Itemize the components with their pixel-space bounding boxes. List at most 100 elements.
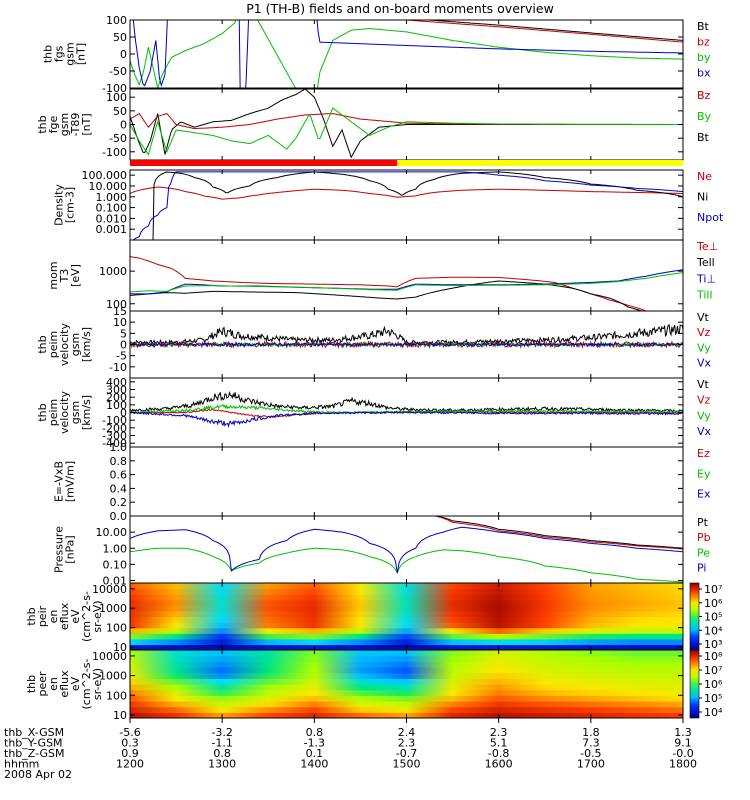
y-tick-label: -100: [102, 414, 127, 427]
colorbar-tick-label: 10⁵: [704, 692, 722, 705]
axis-row-label: 2008 Apr 02: [4, 768, 72, 781]
colorbar: [689, 649, 700, 719]
legend-Vz: Vz: [697, 326, 711, 339]
y-tick-label: 0.10: [103, 558, 128, 571]
panel-pressure: Pt Pb Pe Pi 10.00 1.00 0.10 0.01 Pressure[nPa]: [53, 515, 711, 588]
spectrogram-band: [130, 667, 683, 674]
y-tick-label: -5: [116, 350, 127, 363]
y-tick-label: 300: [106, 384, 127, 397]
y-axis-label: thb: [36, 335, 49, 353]
axis-row-label: thb_Y-GSM: [4, 737, 63, 750]
y-tick-label: -50: [109, 65, 127, 78]
spectrogram-band: [130, 627, 683, 634]
y-tick-label: -100: [102, 82, 127, 95]
spectrogram-band: [130, 661, 683, 668]
series-Npot: [132, 171, 683, 240]
y-axis-label: peim: [47, 331, 60, 359]
y-tick-label: 10000: [92, 650, 127, 663]
axis-row-value: -1.3: [304, 737, 325, 750]
colorbar-tick-label: 10⁷: [704, 583, 722, 596]
legend-Vx: Vx: [697, 425, 712, 438]
legend-Npot: Npot: [697, 211, 724, 224]
series-Bz: [130, 112, 683, 130]
y-tick-label: 100: [106, 622, 127, 635]
y-tick-label: 1000: [99, 602, 127, 615]
legend-Ni: Ni: [697, 191, 708, 204]
y-tick-label: 0: [120, 339, 127, 352]
legend-Till: Till: [696, 288, 713, 301]
y-axis-label: peir: [36, 605, 49, 627]
panel-density: Ne Ni Npot 100.00010.0001.0000.1000.0100.00…: [53, 169, 724, 241]
colorbar-tick-label: 10⁶: [704, 678, 723, 691]
series-Vx: [130, 411, 683, 429]
legend-Tell: Tell: [696, 256, 715, 269]
y-axis-label: [nT]: [80, 113, 93, 135]
state-bar-segment: [397, 160, 683, 166]
y-tick-label: 100: [106, 14, 127, 27]
y-tick-label: 0.010: [96, 212, 128, 225]
y-axis-label: sr-eV): [91, 668, 104, 700]
y-tick-label: 1000: [99, 670, 127, 683]
y-axis-label: velocity: [58, 391, 71, 434]
y-axis-label: (cm^2-s-: [80, 659, 93, 710]
legend-Ti⊥: Ti⊥: [696, 272, 716, 285]
axis-row-label: thb_Z-GSM: [4, 747, 64, 760]
legend-by: by: [697, 51, 711, 64]
y-axis-label: thb: [25, 675, 38, 693]
state-bar-segment: [130, 160, 398, 166]
axis-row-value: 0.3: [121, 737, 139, 750]
y-tick-label: 0.01: [103, 575, 128, 588]
series-bx: [132, 20, 683, 88]
y-tick-label: 5: [120, 327, 127, 340]
y-tick-label: 50: [113, 31, 127, 44]
spectrogram-band: [130, 605, 683, 612]
axis-row-value: -5.6: [119, 726, 140, 739]
legend-Vt: Vt: [697, 311, 710, 324]
x-tick-label: 1200: [116, 758, 144, 771]
y-axis-label: fge: [47, 115, 60, 133]
panel-frame: [129, 169, 684, 241]
y-tick-label: 10: [113, 709, 127, 722]
y-tick-label: 0.0: [110, 510, 128, 523]
series-Ni: [152, 171, 683, 240]
legend-Vy: Vy: [697, 409, 711, 422]
legend-Te⊥: Te⊥: [696, 240, 718, 253]
spectrogram-band: [130, 610, 683, 618]
y-tick-label: 0.4: [110, 482, 128, 495]
y-tick-label: 1.0: [110, 441, 128, 454]
y-tick-label: 15: [113, 305, 127, 318]
panels-layer: Btbzbybx100500-50-100thbfgsgsm[nT]BzByBt…: [25, 14, 724, 722]
y-axis-label: thb: [36, 403, 49, 421]
y-axis-label: gsm: [64, 42, 77, 65]
y-tick-label: 200: [106, 391, 127, 404]
spectrogram: [130, 650, 683, 718]
series-Vt: [130, 324, 683, 346]
colorbar-tick-label: 10³: [704, 638, 722, 651]
y-axis-label: eV: [69, 676, 82, 691]
y-axis-label: gsm: [69, 401, 82, 424]
y-axis-label: en: [47, 610, 60, 624]
legend-By: By: [697, 110, 712, 123]
y-tick-label: 0.8: [110, 455, 128, 468]
legend-Ne: Ne: [697, 170, 712, 183]
panel-efield: Ez Ey Ex 1.00.80.60.40.20.0 E=-VxB[mV/m]: [53, 441, 711, 523]
y-tick-label: 0.6: [110, 469, 128, 482]
y-axis-label: Pressure: [53, 526, 66, 573]
y-axis-label: [cm-3]: [64, 187, 77, 223]
axis-row-value: -3.2: [211, 726, 232, 739]
series-Vx: [130, 342, 683, 348]
series-Ne: [130, 186, 683, 200]
legend-Pe: Pe: [697, 546, 710, 559]
spectrogram-band: [130, 616, 683, 623]
legend-Pt: Pt: [697, 516, 709, 529]
legend-Bt: Bt: [697, 131, 710, 144]
colorbar-tick-label: 10⁶: [704, 597, 723, 610]
axis-row-value: -0.5: [580, 747, 601, 760]
y-tick-label: 10000: [92, 583, 127, 596]
series-Vt: [130, 390, 683, 413]
spectrogram-band: [130, 588, 683, 595]
series-Pi: [130, 526, 683, 573]
